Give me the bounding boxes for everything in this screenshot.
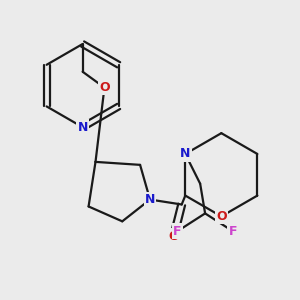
Text: N: N [77, 121, 88, 134]
Text: O: O [216, 210, 226, 223]
Text: N: N [180, 148, 190, 160]
Text: N: N [145, 193, 155, 206]
Text: O: O [99, 81, 110, 94]
Text: F: F [173, 225, 182, 238]
Text: O: O [169, 230, 179, 243]
Text: F: F [229, 225, 237, 238]
